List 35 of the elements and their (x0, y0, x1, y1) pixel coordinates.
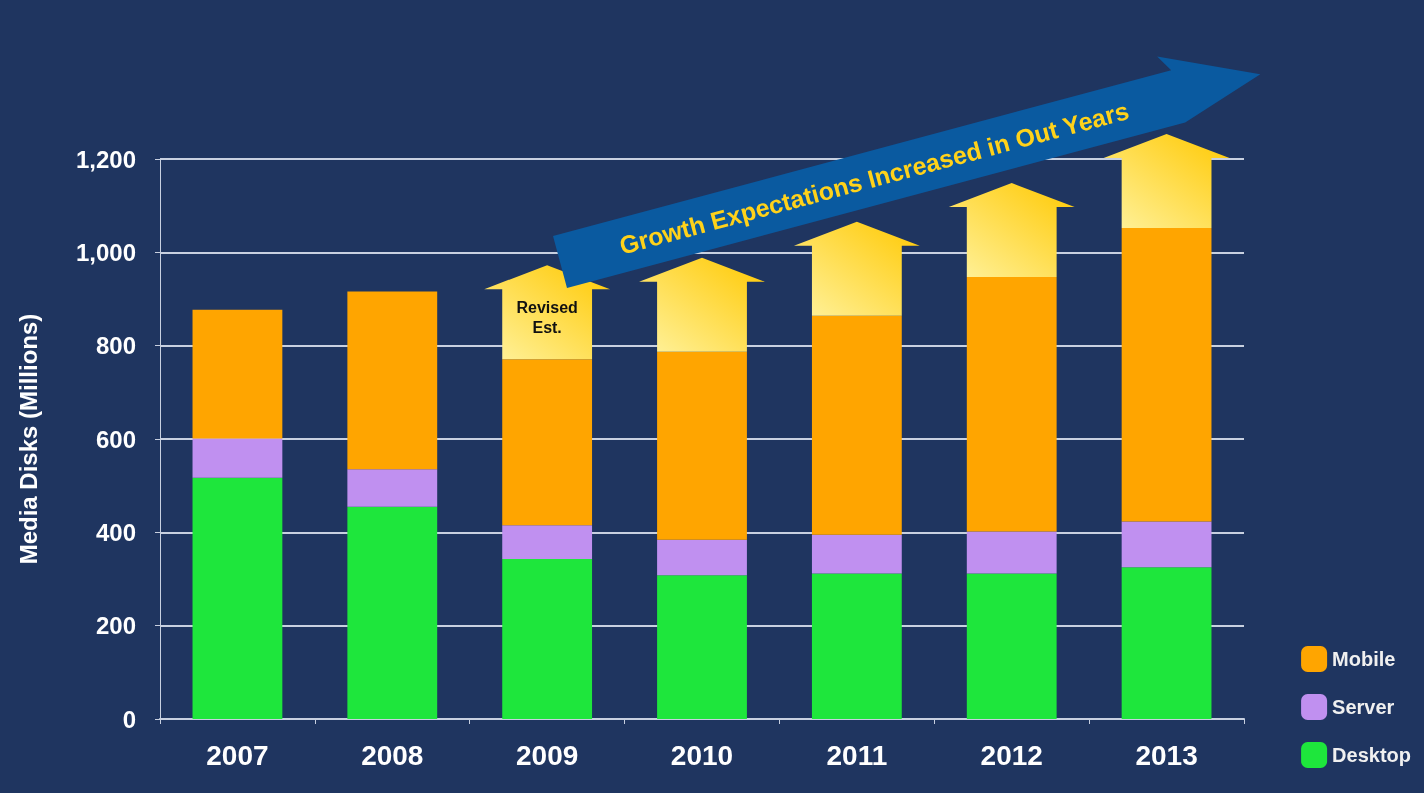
y-tick-label: 800 (95, 332, 136, 360)
bar (347, 506, 438, 719)
y-tick-label: 200 (95, 612, 136, 640)
bar (811, 534, 902, 574)
y-tick-label: 1,200 (75, 145, 136, 173)
y-tick-label: 0 (122, 705, 136, 733)
x-tick-label: 2013 (1135, 739, 1198, 771)
legend-label: Server (1332, 696, 1395, 718)
bar (192, 477, 283, 719)
x-tick-label: 2009 (515, 739, 579, 771)
bar (811, 573, 902, 719)
x-tick-label: 2012 (980, 739, 1043, 771)
bar (192, 309, 283, 439)
y-tick-label: 600 (95, 425, 136, 453)
bar (966, 573, 1057, 719)
annotation: Revised Est. (516, 299, 578, 337)
bar (192, 438, 283, 478)
bar (966, 531, 1057, 574)
y-tick-label: 1,000 (75, 238, 136, 266)
legend-label: Mobile (1332, 648, 1396, 670)
bar (502, 525, 593, 559)
x-tick-label: 2010 (670, 739, 734, 771)
bar (347, 291, 438, 470)
bar (1121, 521, 1212, 568)
y-tick-label: 400 (95, 518, 136, 546)
bar (1121, 567, 1212, 719)
bar (657, 575, 747, 719)
bar (502, 558, 593, 719)
x-tick-label: 2007 (206, 739, 269, 771)
x-tick-label: 2008 (361, 739, 424, 771)
legend-label: Desktop (1332, 744, 1411, 766)
x-tick-label: 2011 (826, 739, 888, 771)
bar (657, 539, 747, 576)
y-axis-title: Media Disks (Millions) (14, 313, 42, 565)
bar (347, 469, 438, 507)
